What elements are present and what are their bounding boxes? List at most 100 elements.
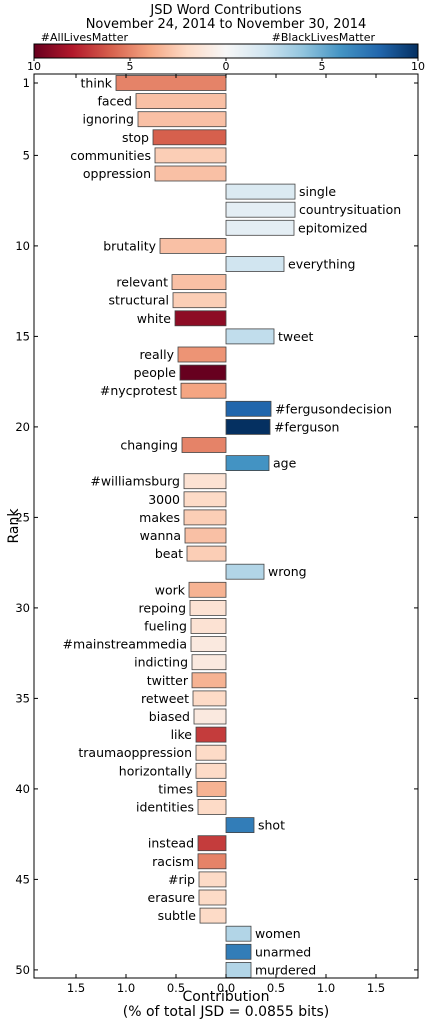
bar-8 <box>225 201 296 218</box>
bar-35 <box>192 690 227 707</box>
bar-28 <box>225 563 265 580</box>
bar-17 <box>179 364 227 381</box>
y-tick-label: 15 <box>15 329 30 343</box>
word-label-34: twitter <box>147 673 189 688</box>
word-label-33: indicting <box>134 655 188 670</box>
word-label-46: erasure <box>148 890 196 905</box>
bar-26 <box>184 527 227 544</box>
word-label-1: think <box>81 76 113 91</box>
word-label-30: repoing <box>139 600 186 615</box>
bar-18 <box>180 382 227 399</box>
word-label-21: changing <box>120 438 178 453</box>
colorbar-tick-label: 0 <box>223 60 230 73</box>
colorbar <box>33 43 419 59</box>
bar-50 <box>225 962 252 978</box>
bar-44 <box>197 853 227 870</box>
word-label-16: really <box>139 347 174 362</box>
word-label-8: countrysituation <box>299 202 401 217</box>
colorbar-tick-label: 10 <box>27 60 41 73</box>
bar-4 <box>152 129 227 146</box>
bar-3 <box>137 111 227 128</box>
x-tick-label: 1.0 <box>117 981 135 995</box>
bar-32 <box>190 636 227 652</box>
word-label-13: structural <box>109 293 169 308</box>
colorbar-tick-label: 5 <box>127 60 134 73</box>
word-label-38: traumaoppression <box>78 745 192 760</box>
bar-6 <box>154 165 227 182</box>
word-label-17: people <box>134 365 177 380</box>
bar-19 <box>225 400 272 417</box>
word-label-26: wanna <box>140 528 181 543</box>
bar-42 <box>225 817 255 833</box>
word-label-24: 3000 <box>148 492 180 507</box>
bar-36 <box>193 708 227 725</box>
chart-title-line2: November 24, 2014 to November 30, 2014 <box>86 17 367 32</box>
word-label-50: murdered <box>255 962 316 977</box>
y-tick-label: 35 <box>15 691 30 705</box>
bar-16 <box>177 346 227 363</box>
word-label-47: subtle <box>158 908 197 923</box>
word-label-7: single <box>299 184 336 199</box>
y-tick-label: 40 <box>15 782 30 796</box>
bar-5 <box>154 147 227 164</box>
bar-22 <box>225 455 270 472</box>
bar-21 <box>181 437 227 453</box>
bar-49 <box>225 943 252 960</box>
word-label-31: fueling <box>144 619 187 634</box>
x-tick-label: 0.0 <box>217 981 235 995</box>
x-tick-label: 1.5 <box>367 981 385 995</box>
word-label-23: #williamsburg <box>90 474 180 489</box>
word-label-48: women <box>255 926 301 941</box>
bar-48 <box>225 925 252 942</box>
word-label-5: communities <box>70 148 151 163</box>
colorbar-right-label: #BlackLivesMatter <box>272 31 376 44</box>
bar-7 <box>225 183 296 200</box>
y-tick-label: 1 <box>23 76 30 90</box>
word-label-40: times <box>158 781 193 796</box>
y-tick-label: 50 <box>15 963 30 977</box>
bar-2 <box>135 93 227 109</box>
bar-40 <box>196 781 227 797</box>
bar-37 <box>195 726 227 743</box>
word-label-37: like <box>171 727 193 742</box>
word-label-4: stop <box>122 130 149 145</box>
y-tick-label: 25 <box>15 510 30 524</box>
bar-23 <box>183 473 227 490</box>
bar-9 <box>225 219 295 236</box>
colorbar-left-label: #AllLivesMatter <box>41 31 129 44</box>
bar-14 <box>174 310 227 327</box>
word-label-32: #mainstreammedia <box>63 637 187 652</box>
y-tick-label: 45 <box>15 872 30 886</box>
word-label-49: unarmed <box>255 944 311 959</box>
y-tick-label: 20 <box>15 420 30 434</box>
word-label-42: shot <box>258 818 285 833</box>
colorbar-tick-label: 5 <box>319 60 326 73</box>
bar-41 <box>197 799 227 815</box>
word-label-2: faced <box>97 94 132 109</box>
y-axis-label: Rank <box>6 508 22 544</box>
word-label-9: epitomized <box>298 220 367 235</box>
bar-11 <box>225 256 285 272</box>
word-label-10: brutality <box>103 238 156 253</box>
bar-13 <box>172 292 227 309</box>
bar-10 <box>159 237 227 254</box>
word-label-45: #rip <box>168 872 195 887</box>
bar-12 <box>171 274 227 291</box>
word-label-18: #nycprotest <box>100 383 177 398</box>
bar-24 <box>183 491 227 508</box>
word-label-25: makes <box>139 510 180 525</box>
word-label-39: horizontally <box>119 763 193 778</box>
word-label-11: everything <box>288 257 355 272</box>
bar-43 <box>197 835 227 852</box>
word-label-36: biased <box>149 709 190 724</box>
bar-30 <box>189 600 227 616</box>
word-label-6: oppression <box>83 166 151 181</box>
x-axis-label-line2: (% of total JSD = 0.0855 bits) <box>123 1004 330 1020</box>
word-label-22: age <box>273 456 297 471</box>
bar-15 <box>225 328 275 345</box>
word-label-3: ignoring <box>83 112 134 127</box>
bar-46 <box>198 889 227 906</box>
word-label-44: racism <box>152 854 194 869</box>
